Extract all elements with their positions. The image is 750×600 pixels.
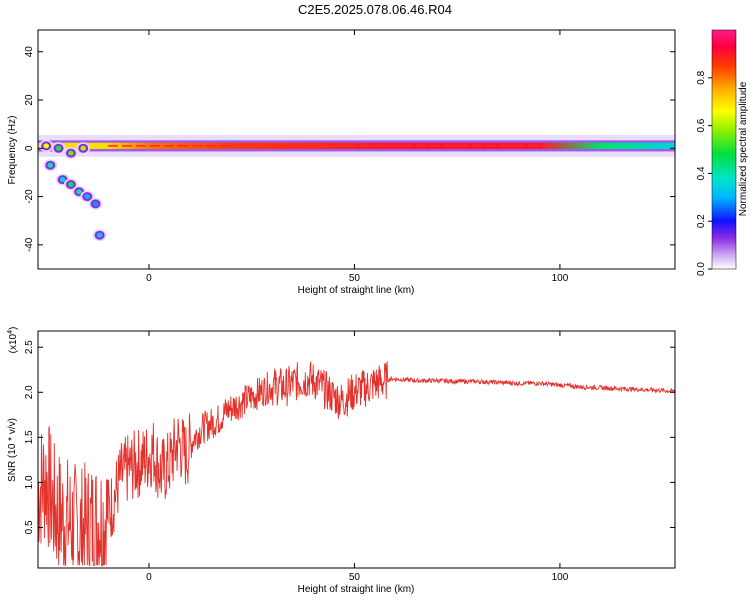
snr-series-line	[38, 361, 675, 567]
spectrogram-y-axis: -40 -20 0 20 40	[24, 46, 675, 252]
snr-panel: 0 50 100 0.5 1.0 1.5 2.0 2.5 Height of straigh…	[7, 327, 676, 595]
spectrogram-blob-core	[76, 189, 82, 195]
spectrogram-blob-core	[84, 194, 91, 200]
spectrogram-blob-core	[92, 201, 99, 207]
snr-x-axis: 0 50 100	[146, 331, 569, 583]
colorbar-label: Normalized spectral amplitude	[738, 81, 749, 216]
snr-frame	[37, 330, 676, 569]
x-tick-label: 0	[146, 572, 152, 583]
colorbar-ticks: 0.0 0.2 0.4 0.6 0.8	[696, 70, 712, 276]
y-tick-label: -40	[24, 237, 35, 252]
colorbar: 0.0 0.2 0.4 0.6 0.8 Normalized spectral ampl…	[696, 29, 749, 276]
y-tick-label: 1.0	[24, 475, 35, 489]
snr-y-label: SNR (10 * v/v)	[7, 418, 18, 482]
spectrogram-x-label: Height of straight line (km)	[298, 285, 415, 296]
spectrogram-ridge	[38, 142, 675, 150]
x-tick-label: 50	[349, 572, 361, 583]
colorbar-tick-label: 0.6	[696, 118, 707, 132]
spectrogram-y-label: Frequency (Hz)	[7, 116, 18, 185]
colorbar-tick-label: 0.4	[696, 166, 707, 180]
chart-title: C2E5.2025.078.06.46.R04	[298, 2, 452, 17]
x-tick-label: 100	[552, 273, 569, 284]
colorbar-gradient	[711, 29, 737, 270]
snr-y-multiplier: (x104)	[7, 327, 19, 354]
colorbar-tick-label: 0.8	[696, 70, 707, 84]
x-tick-label: 0	[146, 273, 152, 284]
y-tick-label: 40	[24, 46, 35, 58]
spectrogram-panel: 0 50 100 -40 -20 0 20 40 Height of straight li…	[7, 29, 676, 296]
spectrogram-blobs	[39, 139, 107, 242]
x-tick-label: 50	[349, 273, 361, 284]
colorbar-tick-label: 0.2	[696, 214, 707, 228]
spectrogram-blob-core	[59, 177, 66, 183]
y-tick-label: 0.5	[24, 520, 35, 534]
spectrogram-blob-core	[55, 145, 62, 151]
spectrogram-blob-core	[68, 182, 74, 188]
y-tick-label: 20	[24, 94, 35, 106]
y-tick-label: -20	[24, 189, 35, 204]
y-tick-label: 2.0	[24, 385, 35, 399]
y-tick-label: 1.5	[24, 430, 35, 444]
spectrogram-blob-core	[47, 162, 54, 168]
y-tick-label: 2.5	[24, 340, 35, 354]
spectrogram-frame	[37, 29, 676, 270]
snr-y-axis: 0.5 1.0 1.5 2.0 2.5	[24, 340, 675, 534]
spectrogram-blob-core	[80, 145, 87, 151]
snr-x-label: Height of straight line (km)	[298, 584, 415, 595]
spectrogram-blob-core	[96, 232, 103, 238]
spectrogram-blob-core	[68, 150, 74, 156]
y-tick-label: 0	[24, 145, 35, 151]
colorbar-tick-label: 0.0	[696, 262, 707, 276]
spectrogram-x-axis: 0 50 100	[146, 30, 569, 284]
spectrogram-blob-core	[43, 143, 50, 149]
x-tick-label: 100	[552, 572, 569, 583]
